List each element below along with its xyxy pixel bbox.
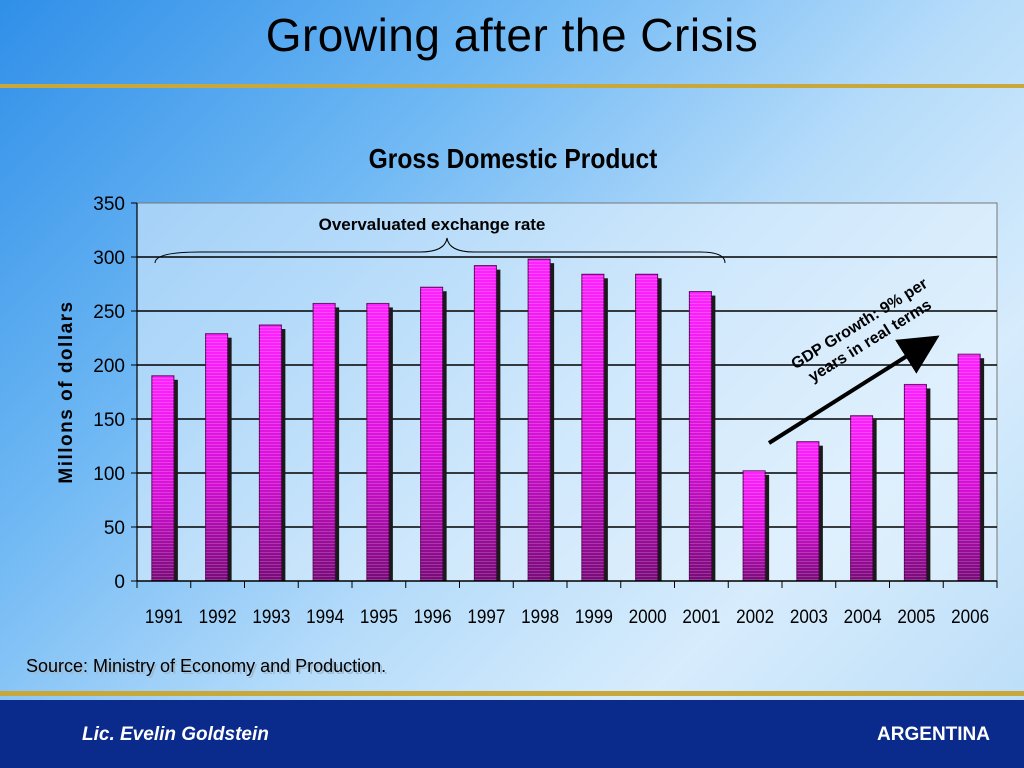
x-tick-label: 1995: [360, 606, 398, 627]
bars-group: [151, 258, 985, 582]
x-tick-label: 1992: [199, 606, 237, 627]
bar-stripes: [581, 274, 604, 581]
bar-stripes: [904, 384, 927, 581]
growth-arrow: [767, 335, 940, 445]
x-tick-label: 2005: [897, 606, 935, 627]
x-axis: 1991 1992 1993 1994 1995 1996 1997 1998 1999 2000…: [136, 580, 998, 627]
bar-stripes: [474, 265, 497, 581]
overvaluation-bracket: [154, 237, 726, 264]
x-tick-label: 2004: [844, 606, 882, 627]
x-tick-label: 1996: [414, 606, 452, 627]
x-tick-label: 1994: [306, 606, 344, 627]
bar-stripes: [850, 415, 873, 581]
y-tick-label: 50: [104, 518, 125, 539]
y-tick-label: 350: [93, 194, 125, 215]
slide-title: Growing after the Crisis: [265, 9, 759, 61]
footer-author: Lic. Evelin Goldstein: [82, 724, 269, 745]
title-divider: [0, 84, 1024, 88]
bracket-label: Overvaluated exchange rate: [319, 215, 546, 234]
x-tick-label: 1998: [521, 606, 559, 627]
x-tick-label: 2002: [736, 606, 774, 627]
footer-divider: [0, 691, 1024, 696]
bar-stripes: [635, 274, 658, 581]
chart-title: Gross Domestic Product: [369, 143, 658, 175]
x-tick-label: 1999: [575, 606, 613, 627]
y-axis: 0 50 100 150 200 250 300 350: [93, 194, 138, 593]
x-tick-label: 2000: [629, 606, 667, 627]
bar-stripes: [743, 470, 766, 581]
bar-stripes: [366, 303, 389, 581]
footer-bar: [0, 700, 1024, 768]
y-tick-label: 0: [114, 572, 125, 593]
bar-stripes: [689, 291, 712, 581]
bar-stripes: [151, 375, 174, 581]
y-tick-label: 200: [93, 356, 125, 377]
bar-stripes: [528, 259, 551, 581]
bar-stripes: [958, 354, 981, 581]
y-tick-label: 100: [93, 464, 125, 485]
bar-stripes: [259, 325, 282, 581]
bar-stripes: [796, 441, 819, 581]
x-tick-label: 2006: [951, 606, 989, 627]
y-axis-label: Millons of dollars: [56, 300, 77, 483]
source-note: Source: Ministry of Economy and Producti…: [26, 656, 387, 676]
x-tick-label: 1993: [252, 606, 290, 627]
bar-stripes: [420, 287, 443, 581]
x-tick-label: 2001: [682, 606, 720, 627]
x-tick-label: 2003: [790, 606, 828, 627]
footer-country: ARGENTINA: [877, 724, 990, 745]
y-tick-label: 150: [93, 410, 125, 431]
gdp-bar-chart: Gross Domestic Product 0 50 100 150 200 250 30…: [56, 143, 998, 627]
y-tick-label: 250: [93, 302, 125, 323]
y-tick-label: 300: [93, 248, 125, 269]
x-tick-label: 1997: [467, 606, 505, 627]
bar-stripes: [205, 333, 228, 581]
bar-stripes: [313, 303, 336, 581]
x-tick-label: 1991: [145, 606, 183, 627]
